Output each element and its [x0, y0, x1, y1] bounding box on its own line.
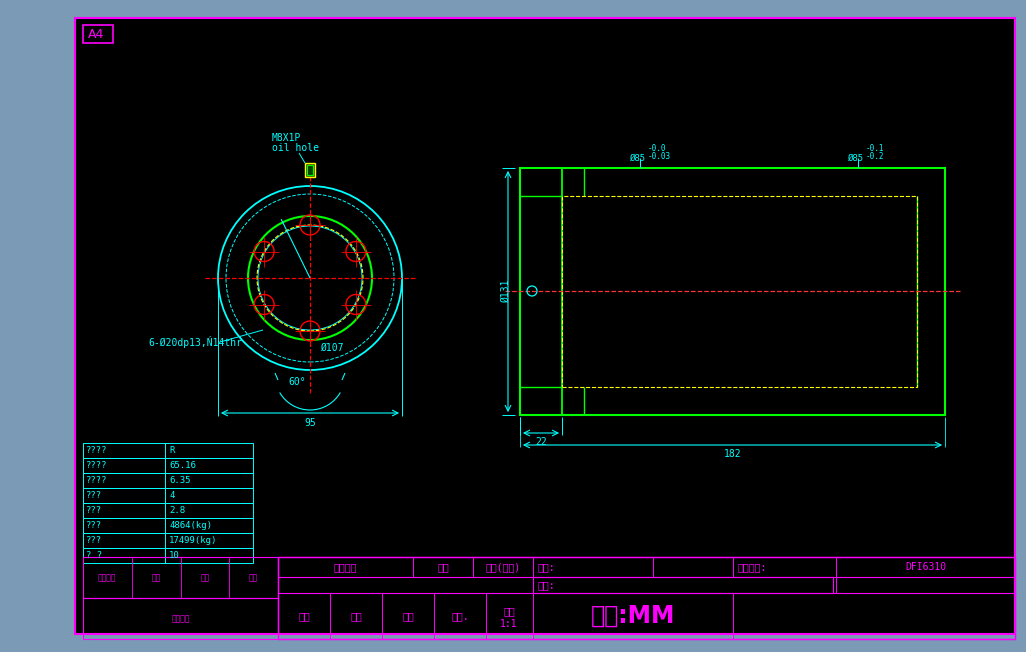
Text: 型号:: 型号:	[538, 562, 556, 572]
Text: 审核: 审核	[402, 611, 413, 621]
Text: 签名: 签名	[249, 573, 259, 582]
Text: R: R	[169, 446, 174, 455]
Bar	[83, 25, 113, 43]
Bar	[83, 557, 278, 598]
Text: 单位:MM: 单位:MM	[591, 604, 675, 628]
Text: 17499(kg): 17499(kg)	[169, 536, 218, 545]
Bar	[83, 443, 253, 458]
Bar	[83, 533, 253, 548]
Text: 绘图: 绘图	[299, 611, 310, 621]
Text: 4864(kg): 4864(kg)	[169, 521, 212, 530]
Text: ???: ???	[86, 521, 103, 530]
Text: 更改标记: 更改标记	[98, 573, 117, 582]
Bar	[278, 557, 1015, 577]
Text: ? ?: ? ?	[86, 551, 103, 560]
Text: M8X1P: M8X1P	[272, 133, 302, 143]
Text: -0.2: -0.2	[866, 152, 884, 161]
Bar	[532, 577, 833, 593]
Bar	[83, 518, 253, 533]
Text: ???: ???	[86, 536, 103, 545]
Text: 1:1: 1:1	[501, 619, 518, 629]
Text: DFI6310: DFI6310	[905, 562, 947, 572]
Text: ????: ????	[86, 476, 108, 485]
Bar	[520, 168, 945, 415]
Bar	[83, 473, 253, 488]
Bar	[278, 557, 1015, 639]
Text: 设计: 设计	[350, 611, 362, 621]
Bar	[305, 163, 315, 177]
Text: Ø107: Ø107	[320, 343, 344, 353]
Text: ???: ???	[86, 506, 103, 515]
Text: 处数: 处数	[152, 573, 161, 582]
Text: 数量(单台): 数量(单台)	[485, 562, 520, 572]
Text: 6-Ø20dp13,Ń14thr: 6-Ø20dp13,Ń14thr	[148, 336, 242, 348]
Text: 60°: 60°	[288, 377, 306, 387]
Text: 材料:: 材料:	[538, 580, 556, 590]
Text: -0.0: -0.0	[648, 144, 667, 153]
Text: 4: 4	[169, 491, 174, 500]
Bar	[562, 196, 917, 387]
Text: 10: 10	[169, 551, 180, 560]
Text: Ø131: Ø131	[501, 279, 511, 303]
Bar	[278, 593, 1015, 639]
Bar	[83, 548, 253, 563]
Bar	[307, 165, 313, 175]
Text: ????: ????	[86, 446, 108, 455]
Text: 日期: 日期	[200, 573, 209, 582]
Text: oil hole: oil hole	[272, 143, 319, 153]
Text: 22: 22	[536, 437, 547, 447]
Text: -0.1: -0.1	[866, 144, 884, 153]
Text: 视角.: 视角.	[451, 611, 469, 621]
Text: 客户确认: 客户确认	[171, 614, 190, 623]
Text: 比例: 比例	[503, 606, 515, 616]
Text: 日期: 日期	[437, 562, 449, 572]
Text: ???: ???	[86, 491, 103, 500]
Bar	[83, 503, 253, 518]
Text: 2.8: 2.8	[169, 506, 185, 515]
Text: 参考图号:: 参考图号:	[738, 562, 767, 572]
Bar	[83, 488, 253, 503]
Text: A4: A4	[88, 27, 105, 40]
Text: 65.16: 65.16	[169, 461, 196, 470]
Text: 95: 95	[304, 418, 316, 428]
Text: 客户名称: 客户名称	[333, 562, 357, 572]
Text: ????: ????	[86, 461, 108, 470]
Text: 182: 182	[723, 449, 742, 459]
Bar	[83, 598, 278, 639]
Text: Ø85: Ø85	[630, 153, 646, 162]
Text: 6.35: 6.35	[169, 476, 191, 485]
Text: Ø85: Ø85	[849, 153, 864, 162]
Text: -0.03: -0.03	[648, 152, 671, 161]
Bar	[83, 458, 253, 473]
